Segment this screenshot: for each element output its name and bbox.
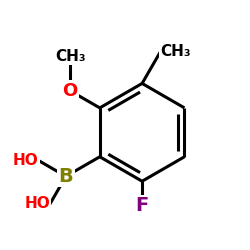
- Text: O: O: [62, 82, 78, 100]
- Text: CH₃: CH₃: [55, 49, 86, 64]
- Text: F: F: [136, 196, 149, 215]
- Text: HO: HO: [13, 153, 38, 168]
- Text: B: B: [58, 167, 73, 186]
- Text: HO: HO: [24, 196, 50, 211]
- Text: CH₃: CH₃: [160, 44, 191, 59]
